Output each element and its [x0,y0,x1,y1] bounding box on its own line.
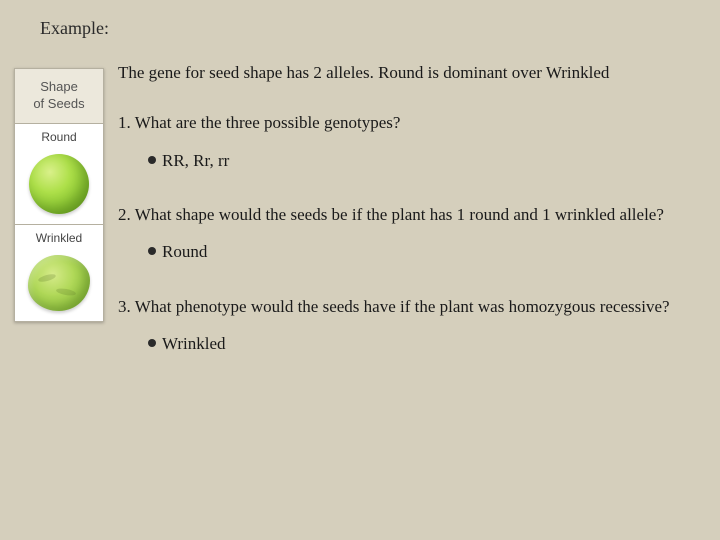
seed-round-label: Round [19,130,99,144]
answer-1-text: RR, Rr, rr [162,151,229,170]
seed-wrinkled-label: Wrinkled [19,231,99,245]
bullet-icon [148,339,156,347]
question-3: 3. What phenotype would the seeds have i… [118,294,680,320]
seed-header-line1: Shape [40,79,78,94]
round-seed-icon [29,154,89,214]
page-title: Example: [40,18,109,39]
answer-1: RR, Rr, rr [148,147,680,174]
answer-3: Wrinkled [148,330,680,357]
answer-2: Round [148,238,680,265]
seed-header-line2: of Seeds [33,96,84,111]
question-2: 2. What shape would the seeds be if the … [118,202,680,228]
seed-cell-round: Round [15,124,103,225]
intro-text: The gene for seed shape has 2 alleles. R… [118,60,680,86]
bullet-icon [148,247,156,255]
seed-table-header: Shape of Seeds [15,69,103,124]
bullet-icon [148,156,156,164]
seed-shape-table: Shape of Seeds Round Wrinkled [14,68,104,322]
content-body: The gene for seed shape has 2 alleles. R… [118,60,680,385]
wrinkled-seed-icon [28,255,90,311]
seed-cell-wrinkled: Wrinkled [15,225,103,321]
answer-3-text: Wrinkled [162,334,226,353]
answer-2-text: Round [162,242,207,261]
question-1: 1. What are the three possible genotypes… [118,110,680,136]
